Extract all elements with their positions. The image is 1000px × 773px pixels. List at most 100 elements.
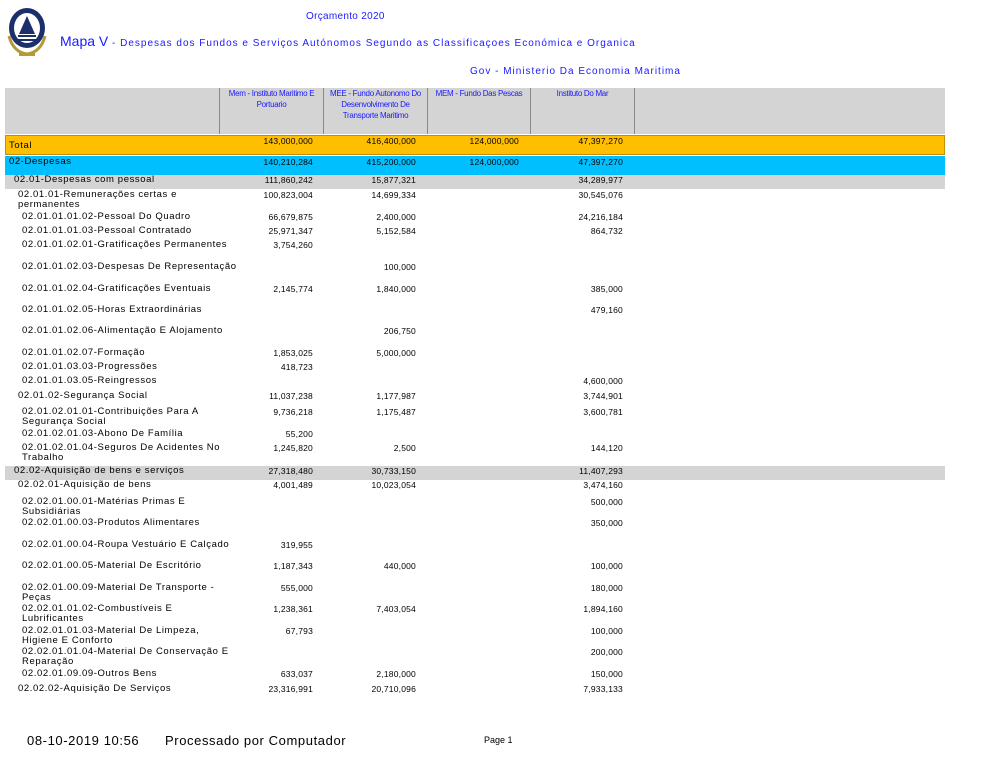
row-label: 02.01.02-Segurança Social (18, 390, 148, 401)
row-value: 2,400,000 (376, 212, 416, 222)
row-value: 350,000 (590, 518, 623, 528)
row-value: 385,000 (590, 284, 623, 294)
row-label: 02.02.01.00.04-Roupa Vestuário E Calçado (22, 539, 230, 550)
footer-datetime: 08-10-2019 10:56 (27, 733, 140, 748)
row-value: 47,397,270 (578, 157, 623, 167)
row-value: 20,710,096 (371, 684, 416, 694)
row-value: 319,955 (280, 540, 313, 550)
row-value: 100,000 (590, 626, 623, 636)
row-value: 15,877,321 (371, 175, 416, 185)
row-value: 100,823,004 (263, 190, 313, 200)
row-value: 1,177,987 (376, 391, 416, 401)
row-value: 4,600,000 (583, 376, 623, 386)
row-value: 27,318,480 (268, 466, 313, 476)
row-value: 1,840,000 (376, 284, 416, 294)
total-band (5, 135, 945, 155)
row-value: 3,600,781 (583, 407, 623, 417)
row-value: 30,545,076 (578, 190, 623, 200)
row-label: 02.01-Despesas com pessoal (14, 174, 155, 185)
row-value: 2,145,774 (273, 284, 313, 294)
table-header: Mem - Instituto Maritimo E Portuario MEE… (5, 88, 945, 134)
row-label: 02.01.01.02.01-Gratificações Permanentes (22, 239, 228, 250)
row-value: 67,793 (285, 626, 313, 636)
row-value: 200,000 (590, 647, 623, 657)
row-value: 34,289,977 (578, 175, 623, 185)
row-label: 02.02.01.09.09-Outros Bens (22, 668, 157, 679)
row-value: 440,000 (383, 561, 416, 571)
column-header: Instituto Do Mar (530, 88, 634, 134)
row-label: 02.01.01-Remunerações certas e permanent… (18, 189, 177, 210)
row-label: 02.01.02.01.03-Abono De Família (22, 428, 184, 439)
row-value: 100,000 (383, 262, 416, 272)
column-header: MEM - Fundo Das Pescas (427, 88, 530, 134)
coat-of-arms-logo (7, 8, 47, 56)
row-value: 140,210,284 (263, 157, 313, 167)
row-value: 30,733,150 (371, 466, 416, 476)
row-label: 02.02.01.01.04-Material De Conservação E… (22, 646, 229, 667)
row-label: 02.02.01-Aquisição de bens (18, 479, 152, 490)
row-value: 124,000,000 (469, 157, 519, 167)
row-label: 02.02.01.00.09-Material De Transporte - … (22, 582, 215, 603)
footer-processed: Processado por Computador (165, 733, 347, 748)
row-value: 47,397,270 (578, 136, 623, 146)
row-value: 3,474,160 (583, 480, 623, 490)
row-value: 11,407,293 (579, 466, 623, 476)
column-header: MEE - Fundo Autonomo Do Desenvolvimento … (323, 88, 427, 134)
row-value: 500,000 (590, 497, 623, 507)
pessoal-band (5, 175, 945, 189)
row-value: 111,860,242 (264, 175, 313, 185)
row-value: 2,180,000 (376, 669, 416, 679)
row-value: 124,000,000 (469, 136, 519, 146)
aquisicao-band (5, 466, 945, 480)
row-value: 25,971,347 (268, 226, 313, 236)
row-value: 418,723 (280, 362, 313, 372)
row-value: 1,187,343 (273, 561, 313, 571)
row-value: 9,736,218 (273, 407, 313, 417)
row-value: 5,000,000 (376, 348, 416, 358)
row-value: 24,216,184 (578, 212, 623, 222)
row-value: 1,238,361 (273, 604, 313, 614)
row-label: 02.01.01.02.06-Alimentação E Alojamento (22, 325, 223, 336)
row-value: 633,037 (280, 669, 313, 679)
row-value: 3,744,901 (583, 391, 623, 401)
row-value: 1,894,160 (583, 604, 623, 614)
row-label: 02.02.01.00.05-Material De Escritório (22, 560, 202, 571)
row-value: 55,200 (285, 429, 313, 439)
map-label: Mapa V (60, 33, 109, 49)
row-value: 416,400,000 (366, 136, 416, 146)
report-title: Mapa V - Despesas dos Fundos e Serviços … (60, 33, 636, 51)
row-label: 02.02-Aquisição de bens e serviços (14, 465, 185, 476)
row-label: 02.01.02.01.04-Seguros De Acidentes No T… (22, 442, 221, 463)
row-label: 02.01.01.02.03-Despesas De Representação (22, 261, 237, 272)
row-value: 100,000 (590, 561, 623, 571)
map-title: - Despesas dos Fundos e Serviços Autónom… (108, 38, 636, 49)
row-label: 02-Despesas (9, 156, 72, 167)
page-number: Page 1 (484, 735, 513, 745)
ministry-label: Gov - Ministerio Da Economia Maritima (470, 66, 681, 77)
row-value: 4,001,489 (273, 480, 313, 490)
row-value: 7,933,133 (583, 684, 623, 694)
row-label: 02.01.01.02.07-Formação (22, 347, 146, 358)
row-label: 02.01.01.01.03-Pessoal Contratado (22, 225, 192, 236)
row-value: 1,175,487 (376, 407, 416, 417)
row-value: 14,699,334 (371, 190, 416, 200)
row-value: 555,000 (280, 583, 313, 593)
row-value: 479,160 (590, 305, 623, 315)
row-label: 02.01.01.01.02-Pessoal Do Quadro (22, 211, 191, 222)
column-header: Mem - Instituto Maritimo E Portuario (219, 88, 323, 134)
row-value: 144,120 (590, 443, 623, 453)
row-value: 150,000 (590, 669, 623, 679)
row-label: 02.01.01.03.05-Reingressos (22, 375, 157, 386)
column-divider (634, 88, 635, 134)
row-label: 02.02.02-Aquisição De Serviços (18, 683, 172, 694)
row-value: 1,853,025 (273, 348, 313, 358)
despesas-band-bottom (5, 171, 945, 175)
row-value: 864,732 (590, 226, 623, 236)
row-label: 02.01.01.03.03-Progressões (22, 361, 158, 372)
row-value: 143,000,000 (263, 136, 313, 146)
row-label: 02.01.01.02.05-Horas Extraordinárias (22, 304, 203, 315)
row-value: 415,200,000 (366, 157, 416, 167)
row-value: 206,750 (383, 326, 416, 336)
row-value: 1,245,820 (273, 443, 313, 453)
row-value: 5,152,584 (376, 226, 416, 236)
